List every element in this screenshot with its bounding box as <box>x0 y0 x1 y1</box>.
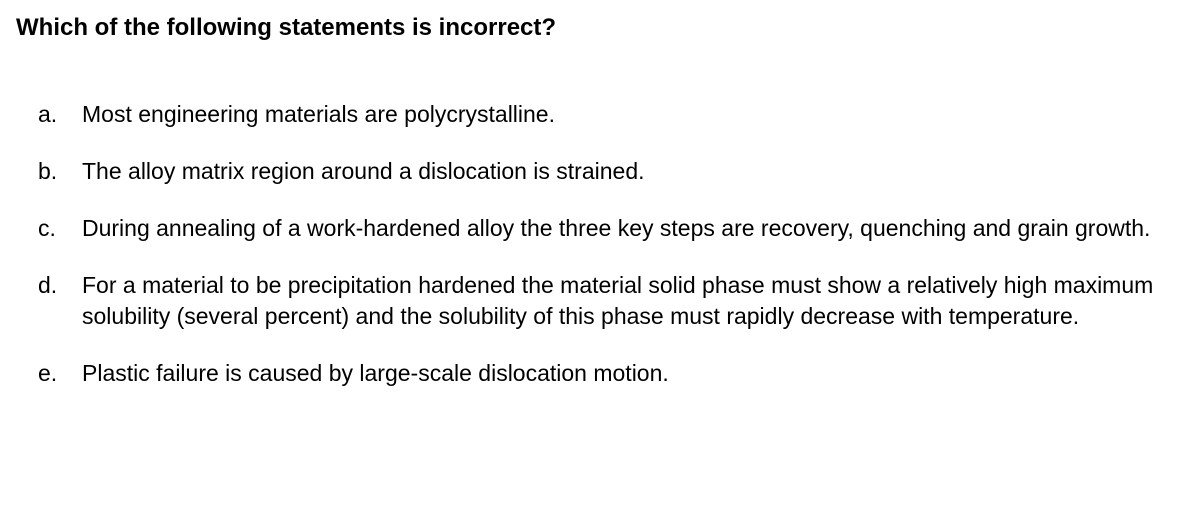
option-b[interactable]: b. The alloy matrix region around a disl… <box>16 156 1184 187</box>
option-text: During annealing of a work-hardened allo… <box>82 213 1184 244</box>
option-letter: c. <box>38 213 82 244</box>
option-letter: d. <box>38 270 82 301</box>
option-letter: e. <box>38 358 82 389</box>
option-d[interactable]: d. For a material to be precipitation ha… <box>16 270 1184 332</box>
option-letter: a. <box>38 99 82 130</box>
options-list: a. Most engineering materials are polycr… <box>16 99 1184 389</box>
option-letter: b. <box>38 156 82 187</box>
option-c[interactable]: c. During annealing of a work-hardened a… <box>16 213 1184 244</box>
option-e[interactable]: e. Plastic failure is caused by large-sc… <box>16 358 1184 389</box>
option-a[interactable]: a. Most engineering materials are polycr… <box>16 99 1184 130</box>
question-page: Which of the following statements is inc… <box>0 0 1200 431</box>
option-text: The alloy matrix region around a disloca… <box>82 156 1184 187</box>
question-stem: Which of the following statements is inc… <box>16 12 1184 43</box>
option-text: Most engineering materials are polycryst… <box>82 99 1184 130</box>
option-text: Plastic failure is caused by large-scale… <box>82 358 1184 389</box>
option-text: For a material to be precipitation harde… <box>82 270 1184 332</box>
